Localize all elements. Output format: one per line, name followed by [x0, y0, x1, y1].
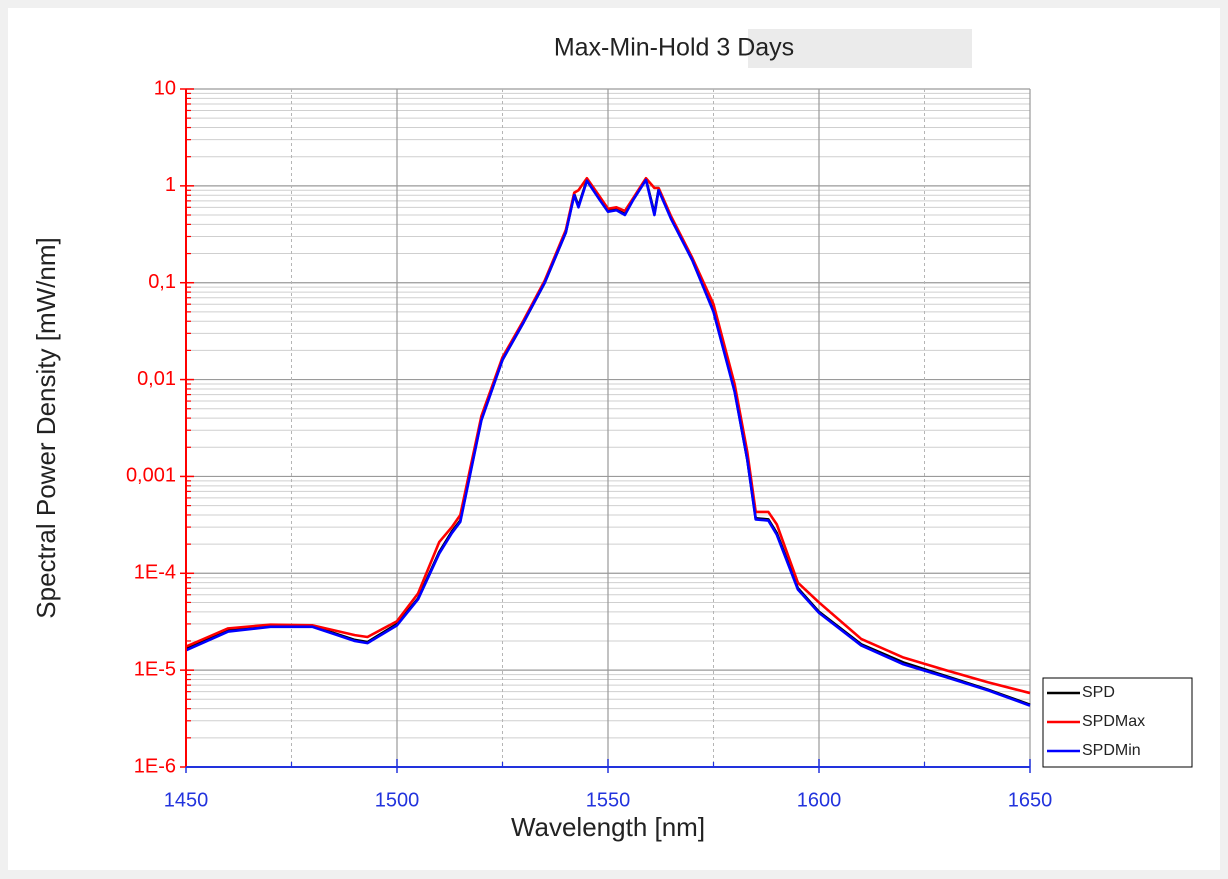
- legend: SPD SPDMax SPDMin: [1042, 677, 1193, 768]
- panel: [8, 8, 1220, 870]
- chart-title: Max-Min-Hold 3 Days: [554, 34, 794, 62]
- x-tick-label: 1550: [586, 789, 631, 811]
- x-tick-label: 1650: [1008, 789, 1053, 811]
- legend-label: SPD: [1082, 684, 1115, 701]
- y-tick-label: 10: [154, 77, 176, 99]
- legend-label: SPDMin: [1082, 742, 1141, 759]
- y-tick-label: 0,001: [126, 465, 176, 487]
- axes: 1E-6 1E-5 1E-4 0,001 0,01 0,1 1 10 1450 1500 1550 1…: [126, 77, 1052, 811]
- y-tick-label: 1E-6: [134, 755, 176, 777]
- legend-label: SPDMax: [1082, 713, 1145, 730]
- lines: [185, 176, 1031, 707]
- x-tick-label: 1600: [797, 789, 842, 811]
- x-tick-label: 1450: [164, 789, 209, 811]
- y-axis-label: Spectral Power Density [mW/nm]: [31, 237, 61, 618]
- y-tick-label: 1E-5: [134, 658, 176, 680]
- title-highlight: [748, 29, 972, 68]
- series-line: [185, 176, 1031, 695]
- y-tick-label: 1: [165, 174, 176, 196]
- series-line: [185, 178, 1031, 707]
- y-tick-label: 1E-4: [134, 562, 176, 584]
- x-tick-label: 1500: [375, 789, 420, 811]
- x-axis-label: Wavelength [nm]: [511, 812, 705, 842]
- grid: [185, 88, 1031, 768]
- y-tick-label: 0,01: [137, 368, 176, 390]
- y-tick-label: 0,1: [148, 271, 176, 293]
